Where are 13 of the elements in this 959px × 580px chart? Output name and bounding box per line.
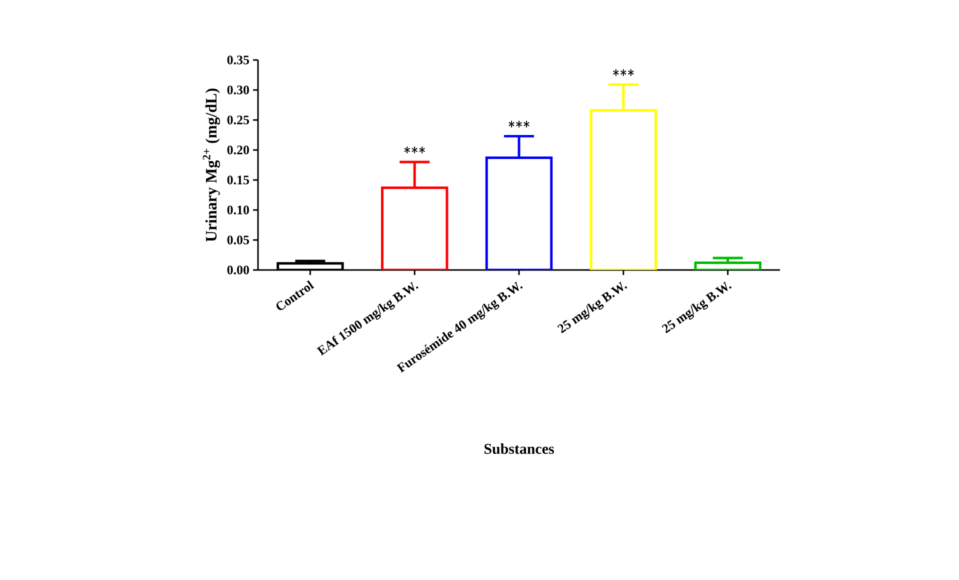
y-tick-label: 0.10 bbox=[227, 206, 249, 214]
y-tick-label: 0.00 bbox=[227, 266, 249, 274]
y-tick-label: 0.35 bbox=[227, 56, 250, 64]
y-tick-label: 0.30 bbox=[227, 86, 249, 94]
x-axis-title: Substances bbox=[484, 443, 554, 454]
annotation: *** bbox=[508, 120, 530, 128]
y-tick-label: 0.05 bbox=[227, 236, 250, 244]
y-tick-label: 0.15 bbox=[227, 176, 250, 184]
annotation: *** bbox=[404, 146, 425, 154]
y-tick-label: 0.20 bbox=[227, 146, 249, 154]
y-axis-title: Urinary Mg$^{2+}$ (mg/dL) bbox=[202, 88, 220, 242]
annotation: *** bbox=[613, 69, 634, 76]
y-tick-label: 0.25 bbox=[227, 116, 250, 124]
